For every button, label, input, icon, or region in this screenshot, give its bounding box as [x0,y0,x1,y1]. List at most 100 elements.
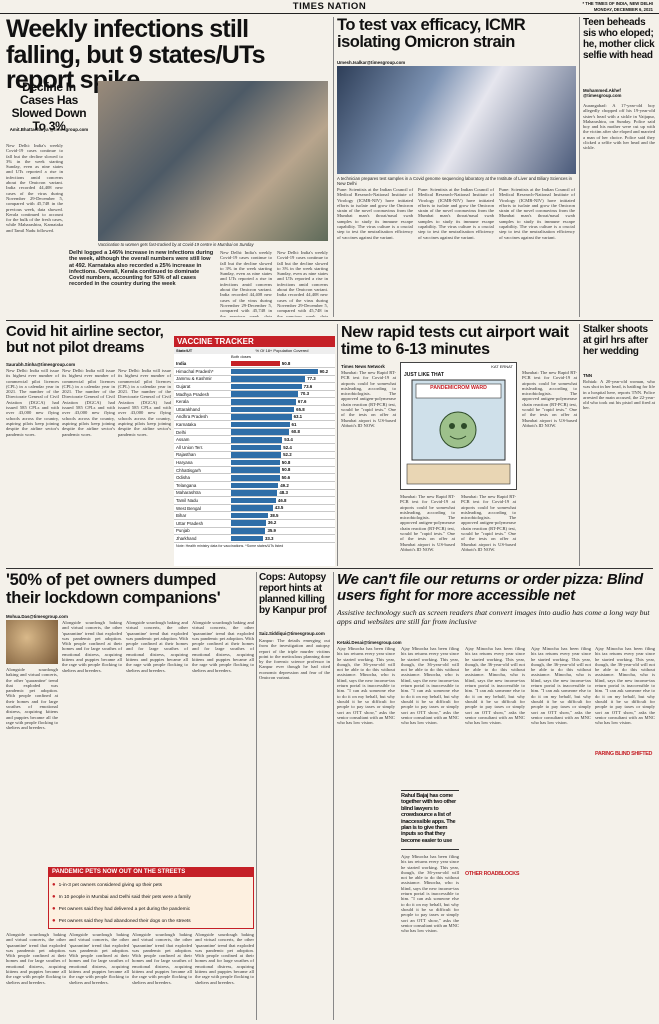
vaccine-pct: 53.4 [284,436,293,442]
vaccine-bar [231,482,279,489]
airline-body-col2: New Delhi: India will issue its highest … [62,368,115,437]
vaccine-row: Odisha 50.6 [174,473,335,482]
cartoon-label: PANDEMICROM WARD [430,385,487,391]
vaccine-row: Uttarakhand 65.8 [174,405,335,414]
omicron-body-col3: Pune: Scientists at the Indian Council o… [499,187,575,240]
vaccine-bar [231,505,273,511]
vaccine-bar [231,459,280,466]
pandemic-pets-item-text: In 10 people in Mumbai and Delhi said th… [58,894,191,900]
lead-subhead: Decline In Cases Has Slowed Down To 3% [11,80,87,133]
vaccine-bar-cell: 52.2 [229,451,335,460]
vaccine-pct: 49.2 [280,482,289,488]
vaccine-bar [231,444,282,451]
vaccine-pct: 33.3 [264,535,274,541]
vaccine-row: Jammu & Kashmir 77.3 [174,375,335,384]
vaccine-bar-cell: 49.2 [229,481,335,490]
vaccine-row: Madhya Pradesh 70.3 [174,390,335,399]
vaccine-bar-cell: 50.6 [229,473,335,482]
vaccine-bar-cell: 50.8 [229,458,335,467]
vaccine-state: Chhattisgarh [174,466,229,475]
vaccine-row: Assam 53.4 [174,435,335,445]
divider [6,568,653,569]
rapid-body-col2: Mumbai: The new Rapid RT-PCR test for Co… [400,494,455,552]
vaccine-pct: 65.8 [296,406,305,412]
vaccine-state: Odisha [174,473,229,482]
vaccine-row: All Union Terr. 52.4 [174,443,335,452]
vaccine-row: India 50.8 [174,360,335,369]
lead-photo [98,81,328,241]
vaccine-bar [231,535,263,542]
vaccine-row: Telangana 49.2 [174,481,335,490]
rapid-byline: Times News Network [341,364,385,369]
vaccine-state: Madhya Pradesh [174,390,229,399]
vaccine-row: Delhi 60.8 [174,428,335,437]
stalker-byline: TNN [583,373,593,378]
vaccine-bar [231,406,295,413]
access-byline: Ketaki.Desai@timesgroup.com [337,640,402,645]
vaccine-pct: 38.5 [269,512,279,518]
vaccine-bar-cell: 35.9 [229,527,335,536]
divider [6,320,653,321]
vaccine-pct: 73.6 [303,383,313,389]
vaccine-pct: 52.2 [283,452,292,458]
vaccine-row: Kerala 67.6 [174,397,335,407]
cartoon-credit: KAT ERNAT [491,364,513,369]
vaccine-pct: 50.8 [281,459,291,465]
divider [256,572,257,1020]
vaccine-subheader: Both doses [174,354,335,360]
divider [333,17,334,317]
cartoon-box: JUST LIKE THAT KAT ERNAT PANDEMICROM WAR… [400,362,517,490]
vaccine-bar [231,490,278,496]
vaccine-row: Rajasthan 52.2 [174,451,335,460]
airline-body-col1: New Delhi: India will issue its highest … [6,368,59,437]
vaccine-row: Andhra Pradesh 63.1 [174,413,335,422]
teen-byline: Mohammed.Akhef @timesgroup.com [583,88,622,98]
vaccine-note: Note: Health ministry data for vaccinati… [176,543,284,548]
vaccine-bar [231,436,283,443]
vaccine-bar-cell: 43.5 [229,504,335,513]
vaccine-bar [231,368,318,375]
vaccine-bar [231,512,268,519]
access-pullquote: Rahul Bajaj has come together with two o… [401,790,459,850]
pet-byline: Mohua.Das@timesgroup.com [6,614,68,619]
vaccine-pct: 63.1 [293,414,303,420]
paw-icon: ● [52,882,56,888]
vaccine-state: Bihar [174,511,229,520]
vaccine-bar [231,429,290,435]
vaccine-pct: 50.8 [281,467,291,473]
pet-body-col5: Alongside sourdough baking and virtual c… [6,932,66,985]
vaccine-row: Uttar Pradesh 36.2 [174,519,335,528]
lead-body-col1: New Delhi: India's weekly Covid-19 cases… [6,143,63,233]
access-body-col2: Ajay Minocha has been filing his tax ret… [401,646,459,726]
pandemic-pets-item: ● In 10 people in Mumbai and Delhi said t… [52,891,250,903]
pandemic-pets-title: PANDEMIC PETS NOW OUT ON THE STREETS [49,868,253,877]
vaccine-state: Jammu & Kashmir [174,375,229,384]
vaccine-col-doses: Both doses [231,354,252,359]
omicron-story: To test vax efficacy, ICMR isolating Omi… [337,17,576,317]
cops-byline: Saiz.Siddiqui@timesgroup.com [259,631,325,636]
vaccine-legend-label: % Of 18+ Population Covered [255,348,309,353]
pandemic-pets-box: PANDEMIC PETS NOW OUT ON THE STREETS ● 1-… [48,867,254,929]
lead-headline: Weekly infections still falling, but 9 s… [6,17,266,94]
vaccine-state: Himachal Pradesh* [174,367,229,376]
vaccine-bar-cell: 46.8 [229,496,335,505]
vaccine-state: Haryana [174,458,229,467]
vaccine-col-state: State/UT [176,348,193,353]
access-body-col3: Ajay Minocha has been filing his tax ret… [465,646,525,726]
vaccine-pct: 50.6 [281,474,291,480]
vaccine-state: Uttar Pradesh [174,519,229,528]
lead-body-col3: New Delhi: India's weekly Covid-19 cases… [220,250,272,317]
vaccine-state: Delhi [174,428,229,437]
vaccine-pct: 35.9 [267,528,276,534]
vaccine-bar-cell: 50.8 [229,360,335,369]
vaccine-bar-cell: 70.3 [229,390,335,399]
cops-body-col1: Kanpur: The details emerging out from th… [259,638,330,681]
vaccine-pct: 67.6 [297,398,307,404]
divider [337,324,338,566]
stalker-body: Rohtak: A 20-year-old woman, who was sho… [583,379,655,411]
access-story: We can't file our returns or order pizza… [337,572,655,1020]
access-subhead-other: OTHER ROADBLOCKS [465,871,525,878]
vaccine-bar-cell: 61 [229,420,335,429]
vaccine-bar-cell: 33.3 [229,534,335,543]
vaccine-bar [231,467,280,473]
